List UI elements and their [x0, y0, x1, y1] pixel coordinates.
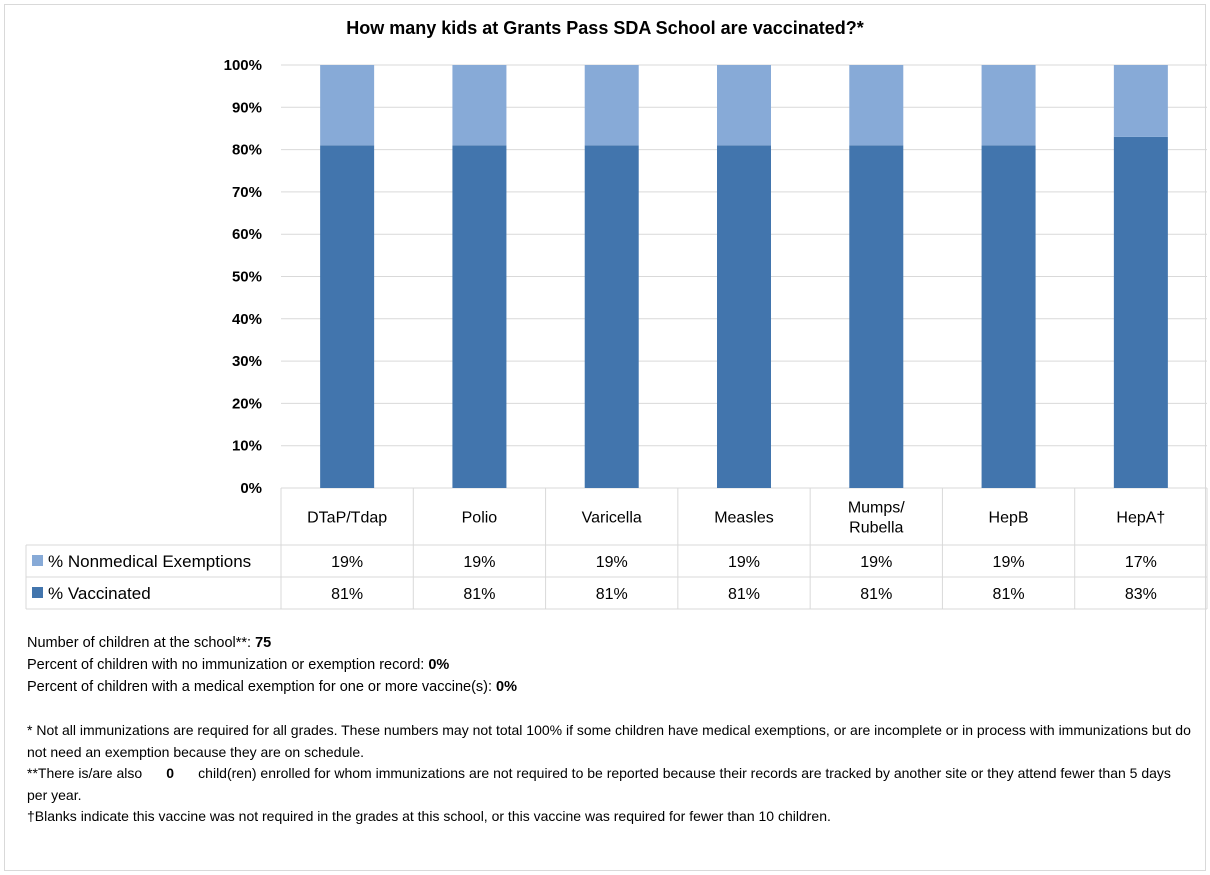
data-label: 83%	[1125, 586, 1157, 603]
footnote-2-end: child(ren) enrolled for whom immunizatio…	[27, 765, 1171, 803]
data-label: 19%	[331, 554, 363, 571]
bar-nonmedical-exemption	[717, 65, 771, 146]
footnote-1: * Not all immunizations are required for…	[27, 722, 1191, 760]
medical-exemption-value: 0%	[496, 679, 518, 695]
data-label: 81%	[463, 586, 495, 603]
no-record-line: Percent of children with no immunization…	[27, 654, 517, 676]
footnote-2-value: 0	[166, 765, 175, 781]
data-label: 19%	[463, 554, 495, 571]
bar-nonmedical-exemption	[981, 65, 1036, 146]
y-tick-label: 90%	[232, 99, 262, 116]
bar-nonmedical-exemption	[1113, 65, 1168, 137]
bar-nonmedical-exemption	[320, 65, 375, 146]
bar-vaccinated	[981, 145, 1036, 488]
bar-vaccinated	[320, 145, 375, 488]
data-label: 81%	[331, 586, 363, 603]
children-count-line: Number of children at the school**: 75	[27, 632, 517, 654]
school-info: Number of children at the school**: 75 P…	[27, 632, 517, 698]
bar-vaccinated	[717, 145, 771, 488]
chart-frame	[4, 4, 1206, 871]
data-table: DTaP/Tdap Polio Varicella Measles Mumps/Rube…	[25, 488, 1208, 610]
y-tick-label: 80%	[232, 142, 262, 159]
y-axis-ticks: 0% 10% 20% 30% 40% 50% 60% 70% 80% 90% 100%	[224, 57, 262, 497]
legend-key-vaccinated	[32, 587, 43, 598]
medical-exemption-label: Percent of children with a medical exemp…	[27, 679, 493, 695]
y-tick-label: 20%	[232, 395, 262, 412]
data-label: 19%	[993, 554, 1025, 571]
no-record-label: Percent of children with no immunization…	[27, 657, 425, 673]
category-label: DTaP/Tdap	[307, 510, 387, 527]
children-count-label: Number of children at the school**:	[27, 635, 252, 651]
data-label: 19%	[728, 554, 760, 571]
footnote-2: **There is/are also 0 child(ren) enrolled …	[27, 763, 1192, 806]
bar-vaccinated	[849, 145, 904, 488]
y-tick-label: 70%	[232, 184, 262, 201]
bar-nonmedical-exemption	[584, 65, 639, 146]
category-label: Varicella	[582, 510, 642, 527]
legend-label-nonmedical: % Nonmedical Exemptions	[48, 552, 251, 571]
footnote-2-start: **There is/are also	[27, 765, 143, 781]
bar-nonmedical-exemption	[452, 65, 507, 146]
category-label: HepA†	[1116, 510, 1165, 527]
category-label: Measles	[714, 510, 774, 527]
children-count-value: 75	[255, 635, 272, 651]
data-label: 81%	[993, 586, 1025, 603]
bar-vaccinated	[584, 145, 639, 488]
footnotes: * Not all immunizations are required for…	[27, 720, 1192, 828]
y-tick-label: 30%	[232, 353, 262, 370]
bar-vaccinated	[452, 145, 507, 488]
category-label: Polio	[462, 510, 498, 527]
legend-label-vaccinated: % Vaccinated	[48, 584, 151, 603]
data-label: 19%	[596, 554, 628, 571]
category-label: Mumps/Rubella	[848, 500, 905, 537]
bar-vaccinated	[1113, 136, 1168, 488]
bars	[320, 65, 1168, 488]
y-tick-label: 50%	[232, 269, 262, 286]
category-label: HepB	[989, 510, 1029, 527]
footnote-3: †Blanks indicate this vaccine was not re…	[27, 808, 831, 824]
chart-svg: 0% 10% 20% 30% 40% 50% 60% 70% 80% 90% 100% DTaP/T…	[25, 57, 1208, 610]
y-tick-label: 60%	[232, 226, 262, 243]
bar-nonmedical-exemption	[849, 65, 904, 146]
data-label: 81%	[596, 586, 628, 603]
legend-key-nonmedical	[32, 555, 43, 566]
y-tick-label: 10%	[232, 438, 262, 455]
data-label: 81%	[728, 586, 760, 603]
y-tick-label: 40%	[232, 311, 262, 328]
y-tick-label: 0%	[240, 480, 262, 497]
no-record-value: 0%	[428, 657, 450, 673]
chart-title: How many kids at Grants Pass SDA School …	[346, 18, 864, 38]
data-label: 81%	[860, 586, 892, 603]
medical-exemption-line: Percent of children with a medical exemp…	[27, 676, 517, 698]
y-tick-label: 100%	[224, 57, 262, 74]
data-label: 17%	[1125, 554, 1157, 571]
data-label: 19%	[860, 554, 892, 571]
